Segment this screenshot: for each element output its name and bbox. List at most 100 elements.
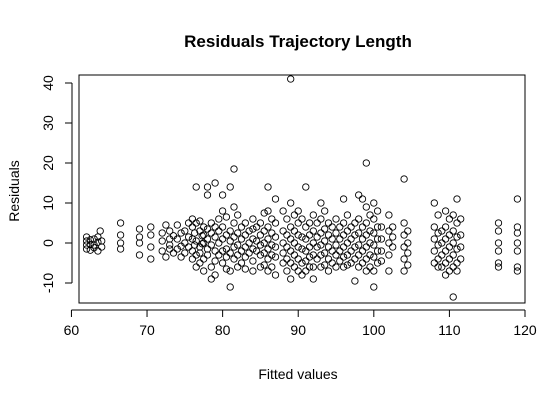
data-point bbox=[358, 235, 367, 243]
data-point bbox=[513, 223, 522, 231]
x-axis-label: Fitted values bbox=[258, 366, 337, 382]
data-point bbox=[434, 255, 442, 263]
data-point bbox=[260, 261, 268, 269]
x-tick-label: 110 bbox=[438, 322, 461, 338]
data-point bbox=[181, 249, 189, 257]
data-point bbox=[336, 257, 344, 265]
data-point bbox=[438, 239, 446, 247]
data-point bbox=[358, 195, 367, 203]
data-point bbox=[207, 241, 215, 249]
data-point bbox=[173, 235, 181, 243]
data-point bbox=[271, 271, 280, 279]
data-point bbox=[343, 261, 352, 269]
data-point bbox=[445, 243, 454, 251]
data-point bbox=[298, 271, 306, 279]
data-point bbox=[445, 255, 454, 263]
data-point bbox=[324, 231, 333, 239]
data-point bbox=[377, 223, 386, 231]
data-point bbox=[268, 263, 276, 271]
data-point bbox=[362, 203, 370, 211]
y-tick-label: 40 bbox=[40, 75, 56, 91]
data-point bbox=[294, 243, 302, 251]
data-point bbox=[218, 259, 227, 267]
data-point bbox=[200, 231, 208, 239]
data-point bbox=[362, 219, 370, 227]
data-point bbox=[339, 253, 348, 261]
data-point bbox=[256, 263, 265, 271]
data-point bbox=[200, 267, 208, 275]
data-point bbox=[347, 247, 355, 255]
data-point bbox=[453, 259, 461, 267]
data-point bbox=[453, 267, 461, 275]
data-point bbox=[362, 243, 370, 251]
data-point bbox=[513, 247, 522, 255]
data-point bbox=[377, 257, 386, 265]
data-point bbox=[400, 267, 408, 275]
data-point bbox=[328, 235, 336, 243]
data-point bbox=[298, 215, 306, 223]
data-point bbox=[287, 199, 295, 207]
data-point bbox=[355, 191, 363, 199]
x-tick-label: 80 bbox=[215, 322, 231, 338]
data-point bbox=[445, 231, 454, 239]
data-point bbox=[457, 231, 465, 239]
data-point bbox=[441, 223, 450, 231]
data-point bbox=[196, 249, 204, 257]
data-point bbox=[339, 243, 348, 251]
data-point bbox=[198, 232, 206, 240]
data-point bbox=[94, 238, 102, 246]
data-point bbox=[430, 247, 438, 255]
data-point bbox=[245, 239, 253, 247]
data-point bbox=[234, 229, 242, 237]
data-point bbox=[313, 243, 321, 251]
data-point bbox=[328, 223, 336, 231]
data-point bbox=[438, 227, 446, 235]
data-point bbox=[203, 251, 212, 259]
data-point bbox=[230, 203, 238, 211]
data-point bbox=[366, 227, 374, 235]
data-point bbox=[203, 235, 212, 243]
data-point bbox=[237, 235, 246, 243]
data-point bbox=[351, 277, 359, 285]
data-point bbox=[226, 227, 234, 235]
data-point bbox=[218, 191, 227, 199]
data-point bbox=[513, 229, 522, 237]
data-point bbox=[215, 251, 223, 259]
data-point bbox=[321, 207, 329, 215]
data-point bbox=[264, 183, 272, 191]
data-point bbox=[441, 207, 450, 215]
data-point bbox=[191, 241, 199, 249]
data-point bbox=[116, 245, 125, 253]
data-point bbox=[188, 215, 197, 223]
data-point bbox=[377, 247, 386, 255]
data-point bbox=[158, 229, 166, 237]
data-point bbox=[234, 263, 242, 271]
data-point bbox=[336, 247, 344, 255]
data-point bbox=[389, 223, 397, 231]
data-point bbox=[264, 223, 272, 231]
data-point bbox=[404, 261, 412, 269]
data-point bbox=[332, 229, 340, 237]
data-point bbox=[370, 267, 378, 275]
data-point bbox=[147, 223, 155, 231]
data-point bbox=[287, 223, 295, 231]
data-point bbox=[181, 227, 189, 235]
data-point bbox=[366, 211, 374, 219]
data-point bbox=[283, 215, 291, 223]
data-point bbox=[237, 259, 246, 267]
data-point bbox=[207, 229, 215, 237]
data-point bbox=[241, 253, 249, 261]
data-point bbox=[249, 235, 257, 243]
data-point bbox=[283, 267, 291, 275]
data-point bbox=[313, 233, 321, 241]
data-point bbox=[305, 231, 314, 239]
data-point bbox=[230, 165, 238, 173]
data-point bbox=[449, 211, 457, 219]
data-point bbox=[362, 159, 370, 167]
data-point bbox=[385, 251, 393, 259]
y-tick-label: 30 bbox=[40, 115, 56, 131]
data-point bbox=[203, 245, 212, 253]
data-point bbox=[218, 235, 227, 243]
data-point bbox=[271, 243, 280, 251]
data-point bbox=[234, 241, 242, 249]
